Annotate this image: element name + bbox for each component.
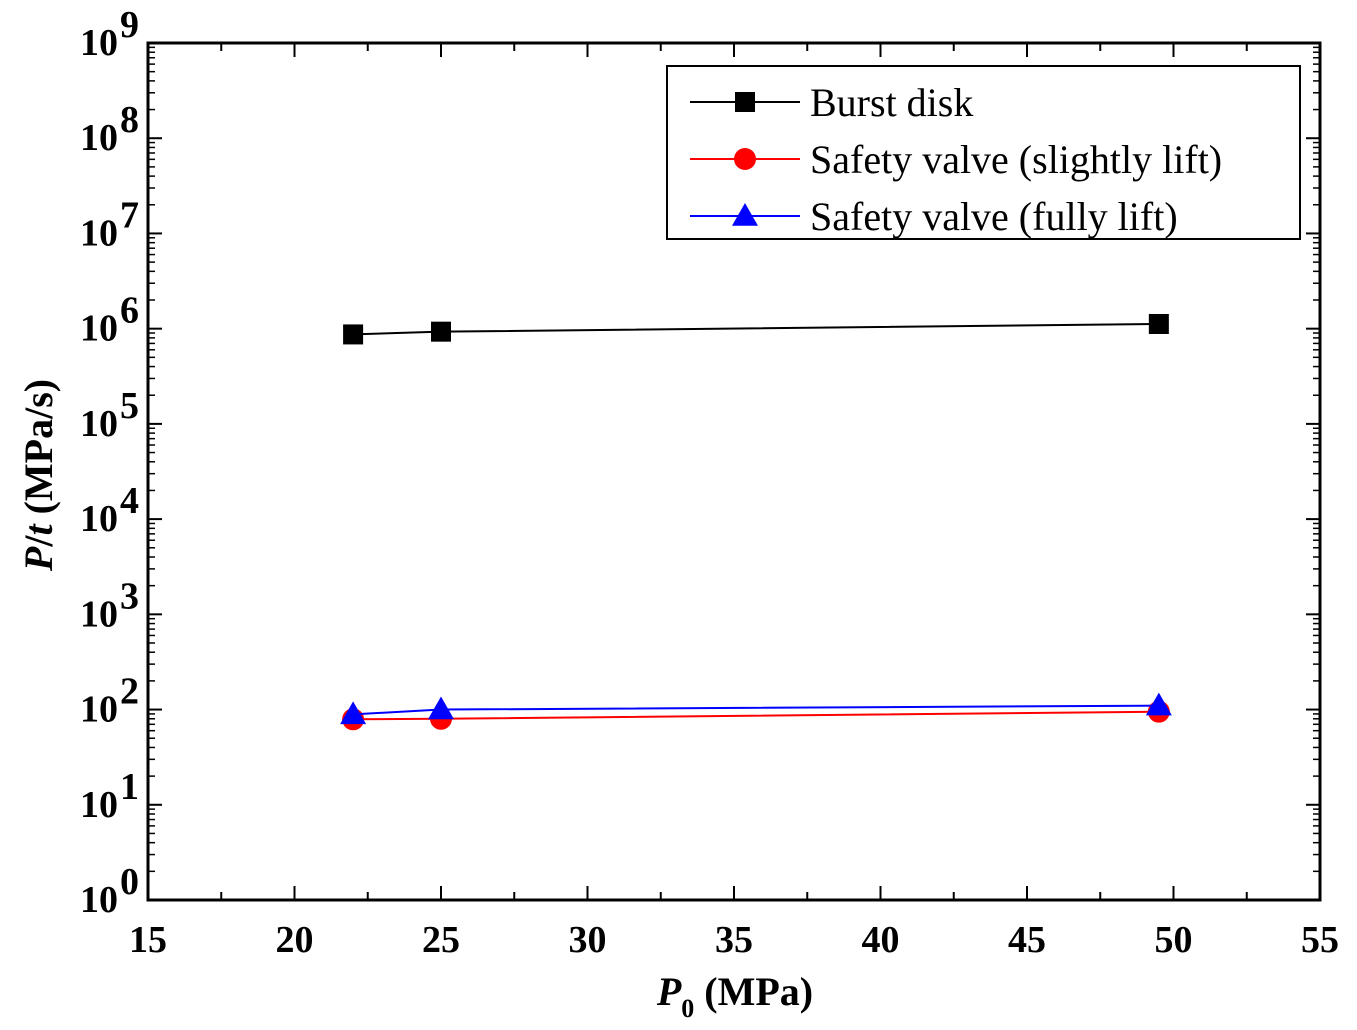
y-tick-label: 10 [80, 403, 118, 445]
legend-label: Safety valve (slightly lift) [810, 137, 1222, 182]
y-tick-label: 10 [80, 689, 118, 731]
x-axis-title-subscript: 0 [681, 994, 694, 1023]
y-tick-exponent: 8 [120, 99, 139, 141]
y-tick-exponent: 6 [120, 290, 139, 332]
y-axis-title: P/t (MPa/s) [16, 379, 61, 572]
y-tick-label: 10 [80, 879, 118, 921]
y-tick-exponent: 5 [120, 385, 139, 427]
data-point [340, 701, 367, 725]
y-tick-label: 10 [80, 212, 118, 254]
legend-entry: Safety valve (fully lift) [690, 194, 1178, 239]
y-tick-label: 10 [80, 117, 118, 159]
series-line [353, 322, 1159, 336]
x-tick-label: 35 [715, 919, 753, 961]
y-tick-exponent: 9 [120, 4, 139, 46]
series-triangle [340, 692, 1172, 725]
y-tick-exponent: 2 [120, 671, 139, 713]
y-axis-title-slash: / [16, 535, 61, 548]
y-tick-label: 10 [80, 784, 118, 826]
y-tick-exponent: 1 [120, 766, 139, 808]
data-point [1145, 692, 1172, 716]
y-tick-exponent: 4 [120, 480, 139, 522]
x-axis-title-symbol: P [656, 969, 682, 1014]
series-square [343, 313, 1169, 345]
x-tick-label: 45 [1008, 919, 1046, 961]
x-tick-label: 15 [129, 919, 167, 961]
x-tick-label: 25 [422, 919, 460, 961]
legend-box [666, 65, 1301, 240]
legend-entry: Burst disk [690, 80, 973, 125]
data-point [431, 321, 451, 342]
x-tick-label: 40 [862, 919, 900, 961]
y-tick-exponent: 0 [120, 861, 139, 903]
x-tick-label: 50 [1155, 919, 1193, 961]
x-tick-label: 20 [276, 919, 314, 961]
y-axis-title-symbol: P [16, 546, 61, 572]
x-tick-label: 30 [569, 919, 607, 961]
y-tick-exponent: 3 [120, 575, 139, 617]
y-tick-label: 10 [80, 593, 118, 635]
legend: Burst disk Safety valve (slightly lift) Sa… [666, 65, 1301, 240]
legend-entry: Safety valve (slightly lift) [690, 137, 1222, 182]
y-axis-title-unit: (MPa/s) [16, 379, 61, 525]
y-tick-label: 10 [80, 22, 118, 64]
legend-marker [735, 92, 755, 112]
y-axis-title-symbol2: t [16, 523, 61, 536]
data-point [343, 324, 364, 345]
data-point [428, 696, 454, 720]
series-line [353, 710, 1159, 721]
x-axis-ticks: 15 20 25 30 35 40 45 50 55 [129, 43, 1339, 961]
y-tick-exponent: 7 [120, 194, 139, 236]
x-tick-label: 55 [1301, 919, 1339, 961]
legend-label: Safety valve (fully lift) [810, 194, 1178, 239]
x-axis-title-unit: (MPa) [694, 969, 813, 1014]
data-point [1148, 313, 1169, 334]
series-circle [342, 700, 1170, 731]
legend-marker [732, 203, 758, 226]
legend-marker [734, 148, 756, 170]
x-axis-title: P0 (MPa) [656, 969, 813, 1023]
y-tick-label: 10 [80, 498, 118, 540]
series-layer [340, 313, 1172, 731]
legend-label: Burst disk [810, 80, 973, 125]
y-tick-label: 10 [80, 308, 118, 350]
